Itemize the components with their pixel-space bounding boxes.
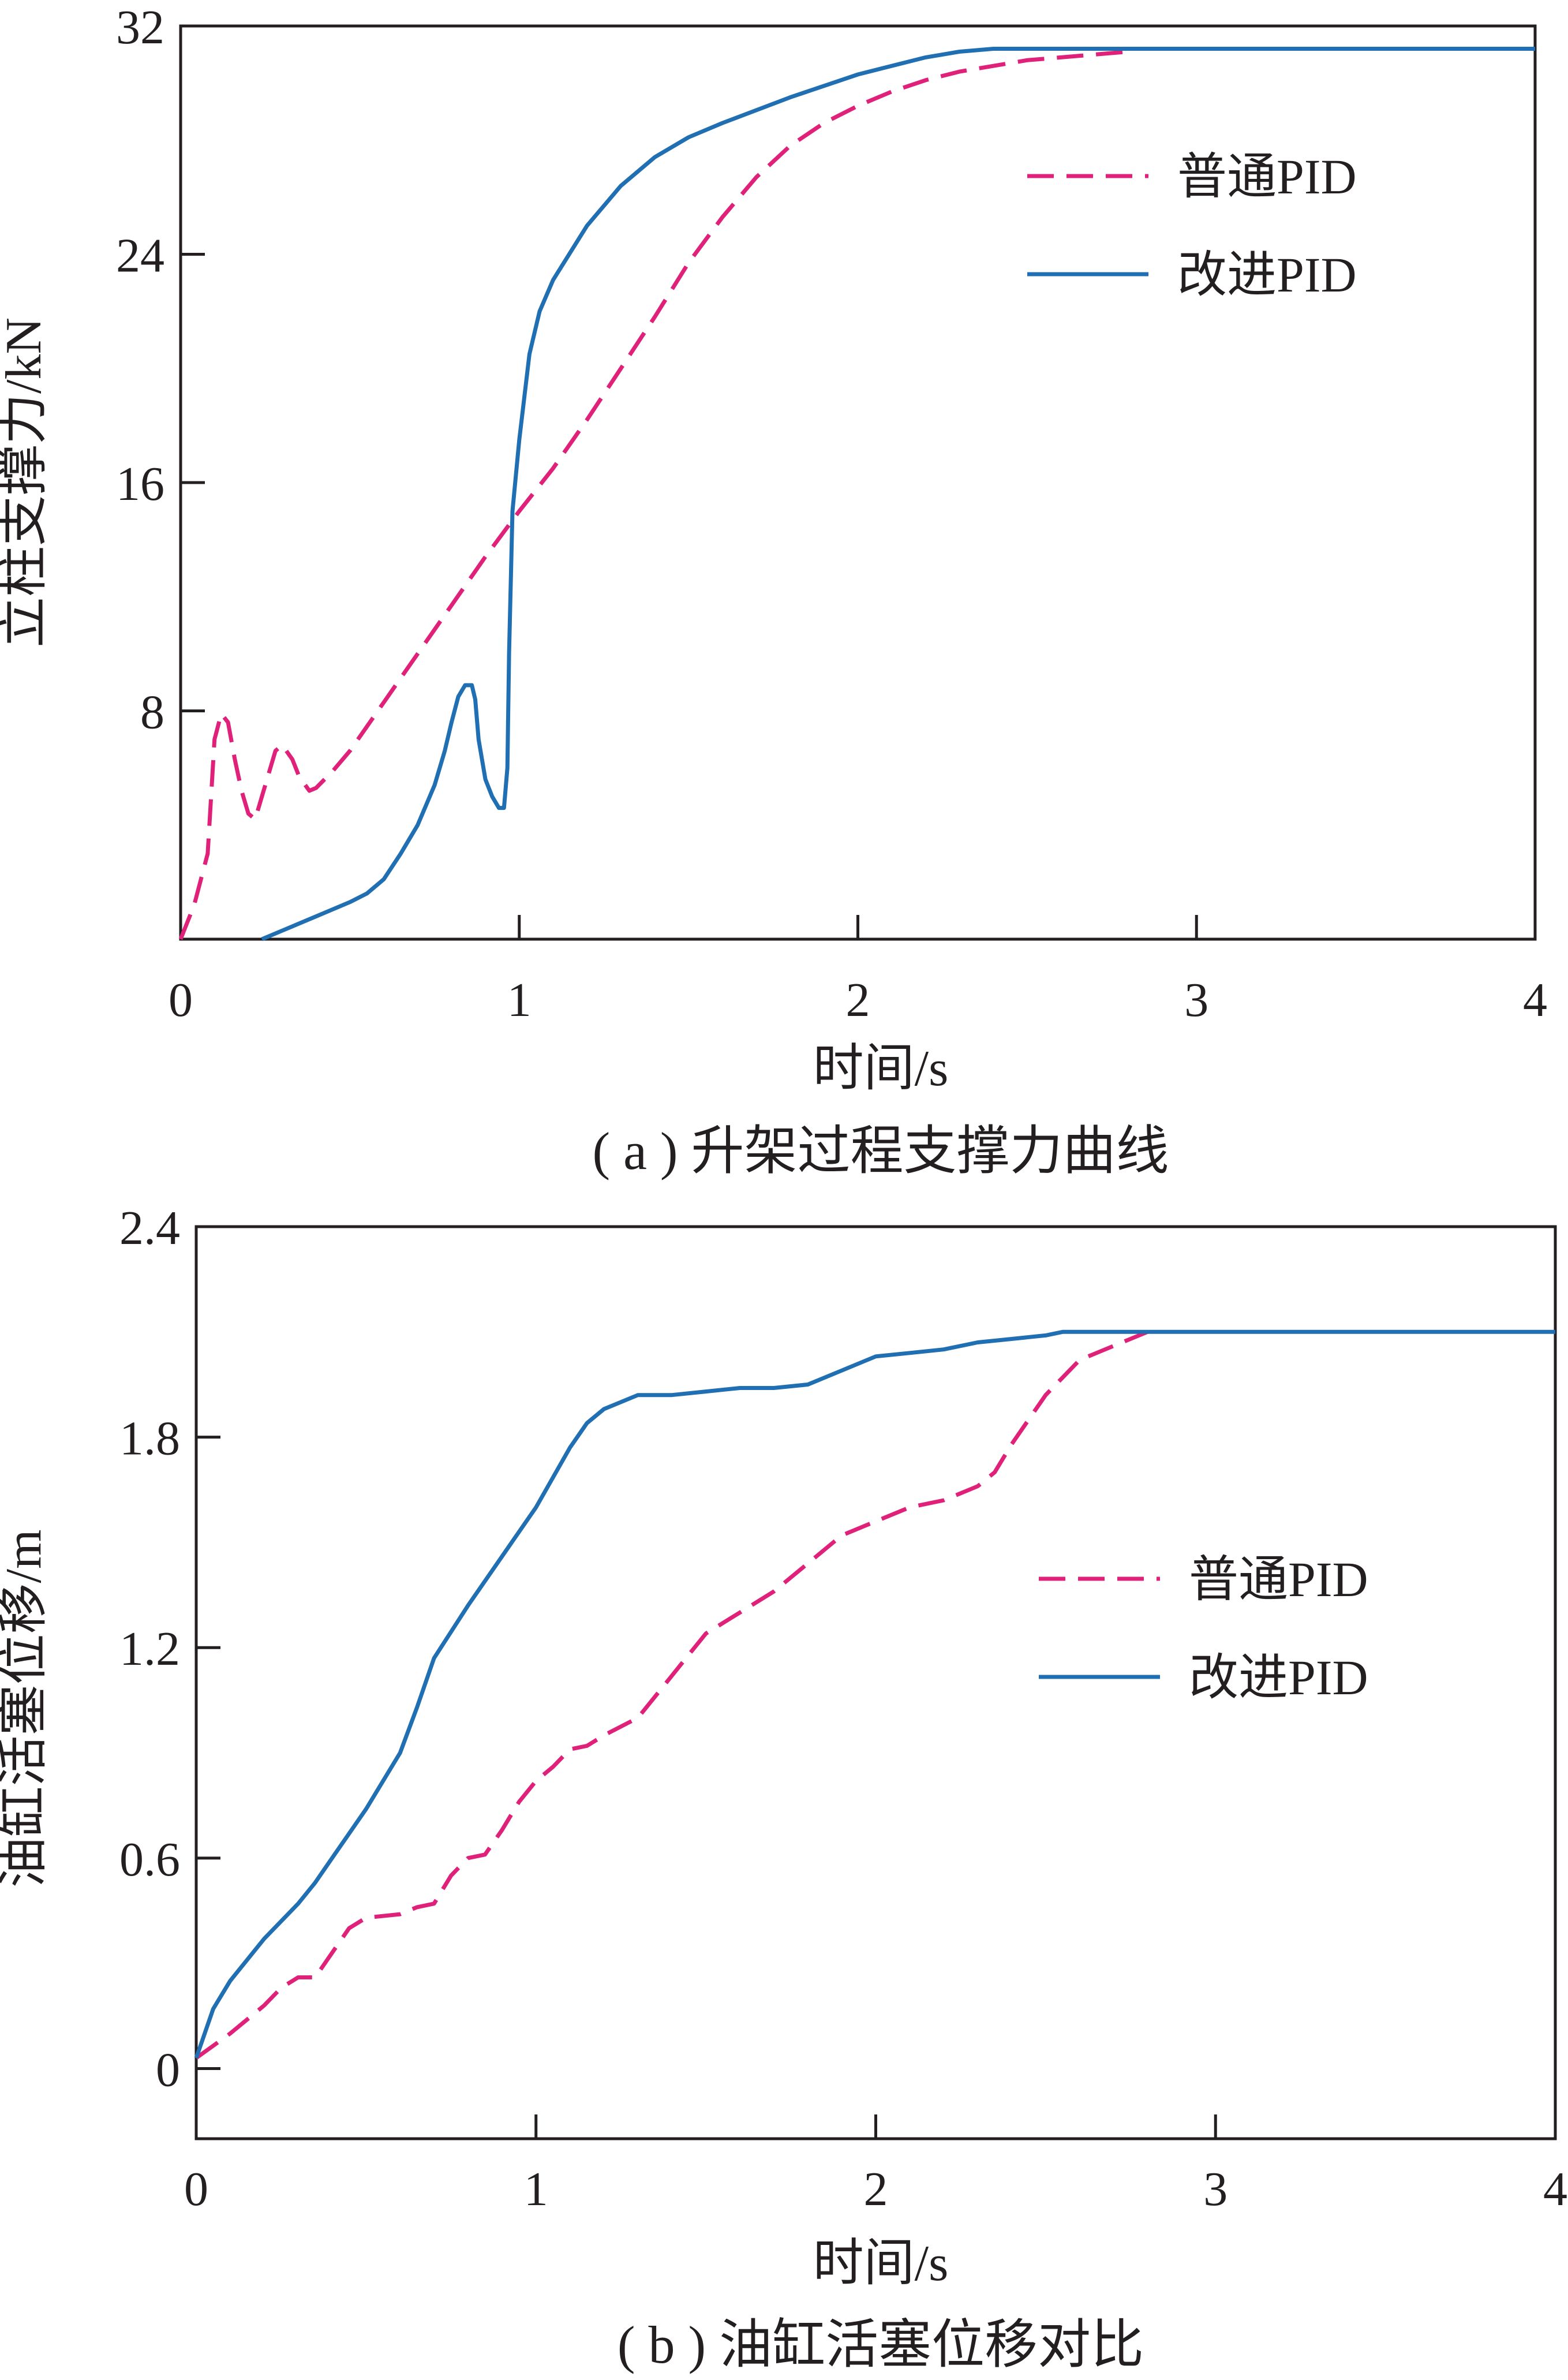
x-axis-title: 时间/s: [813, 1041, 949, 1097]
x-tick-label: 4: [1523, 973, 1547, 1027]
x-tick-label: 0: [169, 973, 193, 1027]
y-axis-title: 油缸活塞位移/m: [0, 1530, 52, 1888]
y-tick-label: 1.8: [119, 1412, 180, 1466]
legend-label: 普通PID: [1177, 149, 1357, 204]
series-line-improved-pid: [261, 47, 1535, 941]
legend-label: 普通PID: [1189, 1552, 1368, 1607]
y-tick-label: 16: [116, 457, 164, 511]
y-tick-label: 2.4: [119, 1201, 180, 1255]
legend-label: 改进PID: [1177, 247, 1357, 302]
y-tick-label: 0.6: [119, 1833, 180, 1886]
y-tick-label: 1.2: [119, 1622, 180, 1676]
x-tick-label: 3: [1203, 2162, 1228, 2216]
chart-a: 0 1 2 3 4 8 16 24 32 时间/s 立柱支撑力/kN ( a ) 升架过程支撑力曲线 普…: [0, 1, 1547, 1180]
chart-caption: ( a ) 升架过程支撑力曲线: [592, 1122, 1169, 1180]
y-tick-label: 0: [156, 2043, 180, 2097]
series-line-standard-pid: [178, 50, 1129, 940]
x-tick-label: 2: [846, 973, 870, 1027]
x-tick-label: 1: [507, 973, 532, 1027]
x-tick-label: 4: [1543, 2162, 1567, 2216]
x-tick-label: 3: [1184, 973, 1208, 1027]
chart-b: 0 1 2 3 4 0 0.6 1.2 1.8 2.4 时间/s 油缸活塞位移/m ( b ) 油缸活塞…: [0, 1201, 1567, 2374]
x-tick-label: 2: [864, 2162, 888, 2216]
series-line-standard-pid: [194, 1330, 1148, 2060]
series-line-improved-pid: [194, 1329, 1555, 2059]
x-tick-label: 0: [184, 2162, 208, 2216]
chart-caption: ( b ) 油缸活塞位移对比: [618, 2315, 1144, 2374]
y-axis-title: 立柱支撑力/kN: [0, 317, 52, 648]
x-tick-label: 1: [524, 2162, 548, 2216]
x-axis-title: 时间/s: [813, 2236, 949, 2292]
y-tick-label: 24: [116, 229, 164, 283]
y-tick-label: 32: [116, 1, 164, 54]
legend-label: 改进PID: [1189, 1650, 1368, 1705]
y-tick-label: 8: [140, 686, 164, 739]
